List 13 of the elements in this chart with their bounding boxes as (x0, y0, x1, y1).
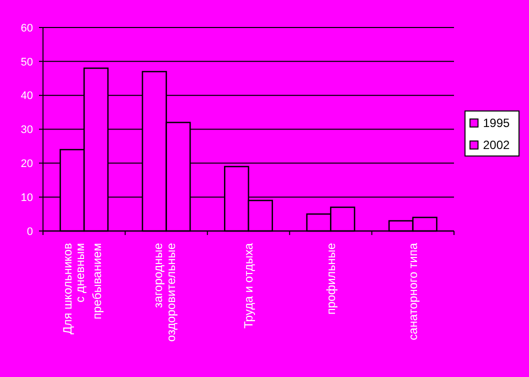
y-tick-label: 50 (20, 56, 33, 68)
y-tick-label: 60 (20, 22, 33, 34)
y-tick-label: 20 (20, 158, 33, 170)
y-tick-label: 10 (20, 192, 33, 204)
y-tick-label: 40 (20, 90, 33, 102)
y-tick-label: 0 (26, 226, 33, 238)
x-tick-label: Труда и отдыха (242, 242, 256, 329)
legend-label: 1995 (483, 116, 510, 130)
y-tick-label: 30 (20, 124, 33, 136)
x-tick-label: Для школьников с дневным пребыванием (60, 243, 104, 334)
legend-label: 2002 (483, 138, 510, 152)
x-tick-label: профильные (324, 242, 338, 315)
x-tick-label: санаторного типа (406, 242, 420, 340)
